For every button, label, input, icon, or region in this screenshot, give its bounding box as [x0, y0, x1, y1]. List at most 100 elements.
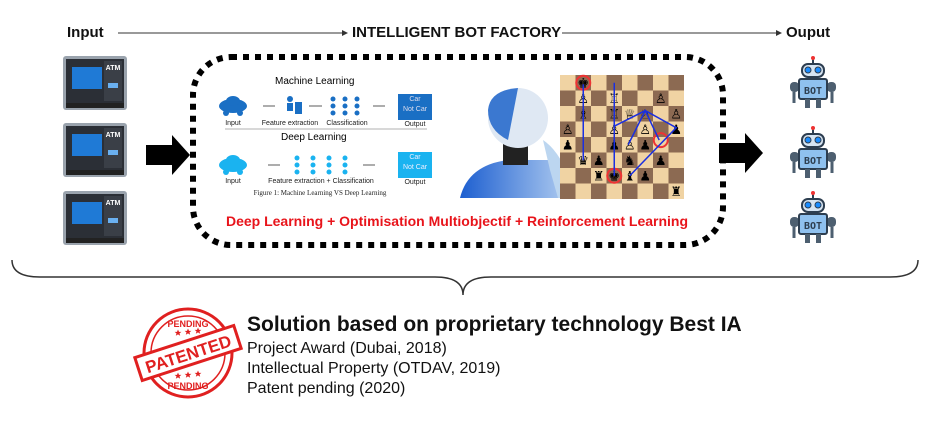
- chess-square: [560, 75, 576, 91]
- chess-square: [622, 75, 638, 91]
- ai-chess-image: ♚♙ ♖ ♙♗ ♖ ♕ ♘ ♙♙ ♙ ♙ ♟♟ ♟ ♙ ♟♛ ♟ ♞ ♟♜ ♚ ♝ ♟♜: [460, 74, 684, 200]
- chess-square: [560, 168, 576, 184]
- chess-square: [668, 183, 684, 199]
- chess-piece: ♟: [670, 123, 682, 138]
- chess-board: ♚♙ ♖ ♙♗ ♖ ♕ ♘ ♙♙ ♙ ♙ ♟♟ ♟ ♙ ♟♛ ♟ ♞ ♟♜ ♚ ♝ ♟♜: [560, 74, 684, 200]
- chess-piece: ♙: [655, 92, 667, 107]
- output-car-label: Car: [409, 96, 421, 103]
- atm-icon: ATM: [63, 191, 127, 245]
- bot-icon: BOT: [790, 56, 836, 108]
- chess-square: [560, 152, 576, 168]
- chess-piece: ♚: [577, 77, 589, 92]
- chess-piece: ♟: [639, 170, 651, 185]
- chess-square: [637, 75, 653, 91]
- chess-square: [591, 137, 607, 153]
- atm-icon: ATM: [63, 56, 127, 110]
- ml-feature-label: Feature extraction: [261, 120, 319, 127]
- dl-title: Deep Learning: [281, 132, 347, 143]
- star-icon: [174, 370, 202, 379]
- dl-feature-classification-label: Feature extraction + Classification: [268, 178, 374, 185]
- chess-square: [591, 106, 607, 122]
- network-icon: [294, 155, 348, 175]
- chess-square: [560, 121, 576, 137]
- move-lines: [582, 82, 678, 177]
- chess-square: [591, 121, 607, 137]
- curly-brace: [11, 259, 919, 296]
- chess-piece: ♙: [624, 139, 636, 154]
- solution-item: Intellectual Property (OTDAV, 2019): [247, 360, 501, 377]
- header-arrows: [118, 30, 782, 36]
- chess-square: [575, 75, 591, 91]
- chess-square: [653, 168, 669, 184]
- figure-caption: Figure 1: Machine Learning VS Deep Learn…: [253, 189, 387, 197]
- solution-list: Project Award (Dubai, 2018) Intellectual…: [247, 339, 500, 399]
- dl-output-label: Output: [404, 179, 426, 186]
- output-car-label: Car: [409, 154, 421, 161]
- stamp-top-text: PENDING: [167, 319, 208, 329]
- output-not-car-label: Not Car: [402, 106, 428, 113]
- chess-square: [637, 168, 653, 184]
- car-icon: [219, 155, 247, 175]
- chess-square: [560, 90, 576, 106]
- chess-piece: ♚: [608, 170, 620, 185]
- chess-square: [653, 183, 669, 199]
- chess-square: [668, 152, 684, 168]
- worker-icon: [287, 96, 302, 114]
- ml-output-label: Output: [404, 121, 426, 128]
- bot-icon: BOT: [790, 191, 836, 243]
- chess-piece: ♟: [639, 139, 651, 154]
- chess-square: [668, 168, 684, 184]
- chess-piece: ♜: [593, 170, 605, 185]
- chess-piece: ♟: [562, 139, 574, 154]
- chess-square: [622, 137, 638, 153]
- bot-label: BOT: [804, 156, 822, 167]
- output-label: Ouput: [786, 24, 831, 41]
- network-icon: [330, 96, 360, 116]
- output-box: [398, 152, 432, 178]
- chess-square: [668, 90, 684, 106]
- chess-piece: ♝: [624, 170, 636, 185]
- chess-square: [637, 137, 653, 153]
- atm-label: ATM: [106, 132, 121, 139]
- chess-square: [653, 90, 669, 106]
- chess-square: [622, 152, 638, 168]
- chess-square: [560, 137, 576, 153]
- patented-stamp: PENDING PENDING PATENTED: [133, 307, 243, 399]
- chess-piece: ♟: [655, 154, 667, 169]
- chess-square: [668, 106, 684, 122]
- chess-square: [653, 75, 669, 91]
- technology-tagline: Deep Learning + Optimisation Multiobject…: [225, 213, 689, 229]
- ml-classification-label: Classification: [326, 120, 368, 127]
- chess-square: [653, 152, 669, 168]
- ml-title: Machine Learning: [275, 76, 355, 87]
- chess-square: [575, 183, 591, 199]
- chess-square: [622, 183, 638, 199]
- chess-square: [560, 106, 576, 122]
- arrow-right-icon: [719, 133, 763, 173]
- chess-square: [637, 90, 653, 106]
- chess-square: [668, 137, 684, 153]
- chess-square: [591, 183, 607, 199]
- chess-piece: ♟: [593, 154, 605, 169]
- bot-icon: BOT: [790, 126, 836, 178]
- output-not-car-label: Not Car: [402, 164, 428, 171]
- chess-piece: ♕: [624, 108, 636, 123]
- bot-label: BOT: [804, 221, 822, 232]
- arrow-right-icon: [146, 135, 190, 175]
- chess-square: [622, 90, 638, 106]
- output-box: [398, 94, 432, 120]
- solution-item: Project Award (Dubai, 2018): [247, 340, 447, 357]
- chess-square: [591, 168, 607, 184]
- chess-square: [606, 183, 622, 199]
- solution-item: Patent pending (2020): [247, 380, 406, 397]
- chess-piece: ♞: [624, 154, 636, 169]
- chess-piece: ♘: [639, 108, 651, 123]
- chess-piece: ♜: [670, 185, 682, 200]
- chess-square: [591, 75, 607, 91]
- chess-piece: ♙: [562, 123, 574, 138]
- chess-square: [637, 121, 653, 137]
- chess-piece: ♙: [670, 108, 682, 123]
- chess-square: [637, 183, 653, 199]
- ml-vs-dl-figure: Machine Learning Deep Learning Car Not C…: [205, 72, 435, 198]
- car-icon: [219, 96, 247, 116]
